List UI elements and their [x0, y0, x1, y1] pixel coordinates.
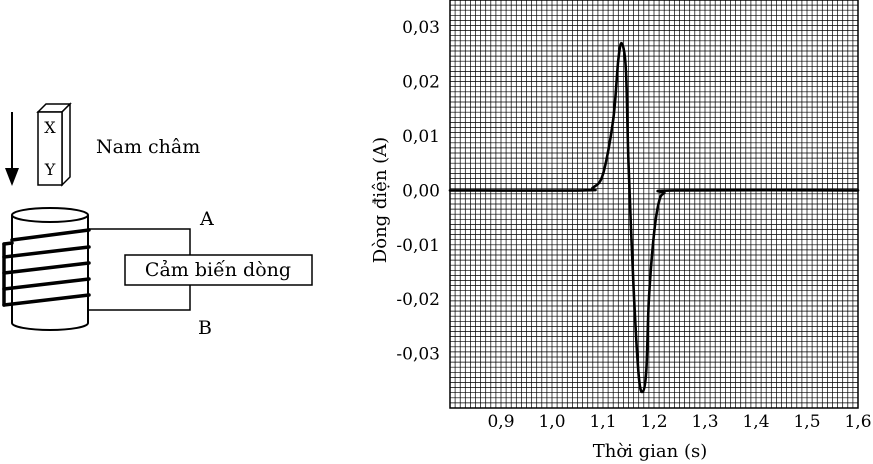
x-tick-label: 0,9	[487, 412, 514, 432]
current-sensor-label: Cảm biến dòng	[145, 259, 291, 281]
fall-direction-arrow	[5, 112, 19, 186]
y-axis-label: Dòng điện (A)	[370, 137, 391, 263]
magnet-pole-x: X	[44, 118, 56, 137]
x-tick-label: 1,6	[844, 412, 871, 432]
magnet-label: Nam châm	[96, 136, 200, 158]
y-tick-label: 0,03	[402, 18, 440, 38]
current-time-chart: 0,9 1,0 1,1 1,2 1,3 1,4 1,5 1,6 0,030,020,010,0…	[370, 0, 872, 462]
chart-grid	[449, 0, 859, 409]
magnet-pole-y: Y	[44, 160, 56, 179]
x-tick-label: 1,1	[589, 412, 616, 432]
chart-frame	[449, 0, 859, 409]
terminal-b-label: B	[198, 317, 212, 339]
chart-border	[449, 0, 859, 409]
x-tick-label: 1,4	[742, 412, 769, 432]
y-tick-label: 0,02	[402, 73, 440, 93]
magnet: X Y	[36, 102, 72, 187]
terminal-a-label: A	[199, 208, 214, 230]
x-tick-label: 1,5	[793, 412, 820, 432]
y-tick-label: -0,03	[396, 345, 440, 365]
x-tick-label: 1,3	[691, 412, 718, 432]
y-tick-labels: 0,03 0,02 0,01 0,00 -0,01 -0,02 -0,03	[396, 18, 440, 364]
y-tick-label: -0,02	[396, 290, 440, 310]
x-tick-label: 1,0	[538, 412, 565, 432]
x-axis-label: Thời gian (s)	[593, 441, 708, 462]
current-sensor: Cảm biến dòng	[124, 254, 313, 286]
x-tick-labels: 0,9 1,0 1,1 1,2 1,3 1,4 1,5 1,6	[487, 412, 871, 432]
y-tick-label: -0,01	[396, 236, 440, 256]
coil	[2, 207, 91, 331]
current-curve	[448, 41, 860, 394]
circuit-wires	[89, 228, 191, 311]
y-tick-label: 0,00	[402, 181, 440, 201]
x-tick-label: 1,2	[640, 412, 667, 432]
apparatus: X Y Nam châm A B	[2, 102, 313, 339]
y-tick-label: 0,01	[402, 127, 440, 147]
